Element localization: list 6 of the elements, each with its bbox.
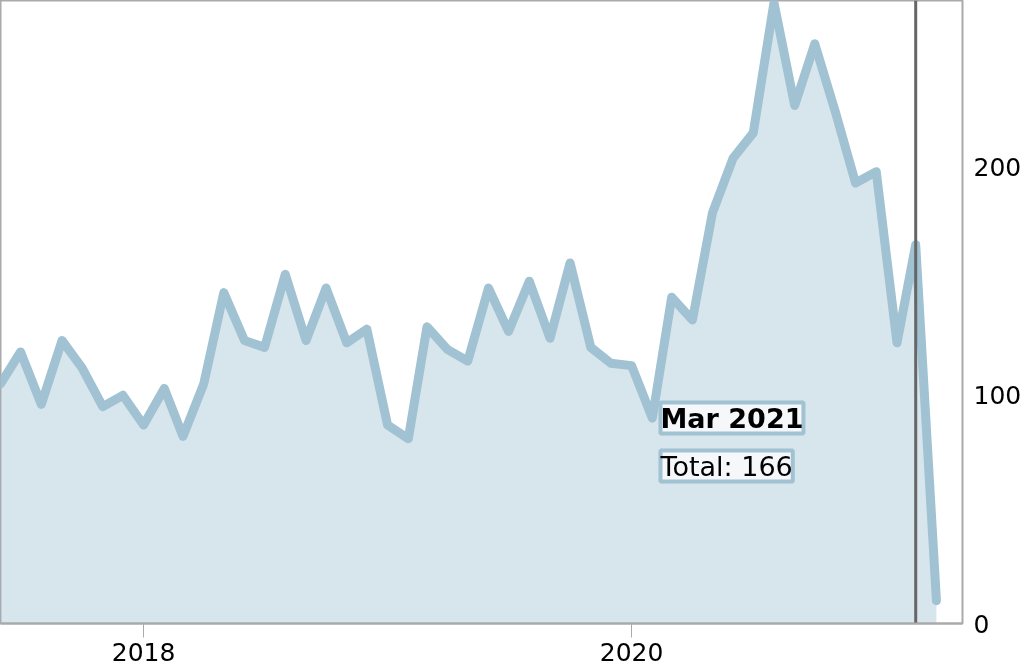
y-tick-label: 0 <box>973 609 990 639</box>
x-tick-label: 2020 <box>599 637 664 663</box>
y-tick-label: 200 <box>973 153 1022 183</box>
y-tick-label: 100 <box>973 381 1022 411</box>
annotation: Mar 2021 Total: 166 <box>659 402 804 482</box>
x-tick-label: 2018 <box>111 637 176 663</box>
